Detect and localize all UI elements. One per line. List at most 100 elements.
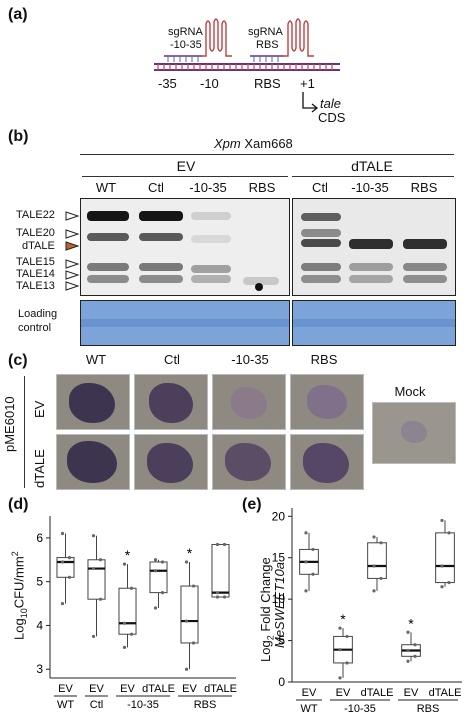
- cds-label: CDS: [318, 110, 346, 125]
- data-point: [440, 585, 444, 589]
- sgrna1-label: sgRNA: [168, 26, 203, 38]
- col-rbs: RBS: [310, 352, 338, 367]
- lesion: [147, 443, 193, 483]
- col-ctl: Ctl: [164, 352, 180, 367]
- x-category-label: EV: [182, 683, 197, 695]
- sgrna1-target: -10-35: [170, 39, 202, 51]
- x-category-label: EV: [336, 687, 351, 699]
- lesion: [69, 383, 115, 423]
- tale15-label: TALE15: [16, 256, 55, 268]
- data-point: [304, 560, 308, 564]
- data-point: [338, 676, 342, 680]
- x-category-label: EV: [58, 683, 73, 695]
- ev-divider: [82, 176, 288, 177]
- x-category-label: EV: [120, 683, 135, 695]
- leaf-ev-ctl: [134, 374, 208, 430]
- row-ev-label: EV: [32, 400, 47, 418]
- leaf-ev-1035: [212, 374, 286, 430]
- data-point: [215, 595, 220, 599]
- pos-minus10: -10: [200, 76, 219, 91]
- data-point: [122, 562, 127, 566]
- col-wt: WT: [85, 352, 107, 367]
- loading-control-line1: Loading: [18, 308, 58, 320]
- col-1035: -10-35: [231, 352, 269, 367]
- leaf-dtale-ctl: [134, 434, 208, 490]
- box: [367, 542, 387, 579]
- data-point: [129, 632, 134, 636]
- data-point: [406, 630, 410, 634]
- x-category-label: EV: [302, 687, 317, 699]
- y-tick-label: 5: [278, 634, 285, 648]
- strain-species: Xpm: [214, 136, 241, 151]
- panel-d-label: (d): [8, 496, 29, 513]
- data-point: [304, 589, 308, 593]
- group-ev-label: EV: [176, 158, 196, 174]
- dtale-divider: [292, 176, 454, 177]
- data-point: [345, 661, 349, 665]
- leaf-dtale-1035: [212, 434, 286, 490]
- band: [255, 283, 263, 291]
- significance-star: *: [408, 615, 414, 631]
- band: [301, 263, 341, 271]
- significance-star: *: [125, 547, 131, 563]
- pos-plus1: +1: [300, 76, 315, 91]
- strain-name: Xam668: [244, 136, 293, 151]
- mock-label: Mock: [394, 384, 426, 399]
- western-blot-ev: [80, 198, 290, 296]
- band: [191, 265, 231, 273]
- tale22-label: TALE22: [16, 209, 55, 221]
- data-point: [372, 589, 376, 593]
- dtale-label: dTALE: [22, 240, 55, 252]
- data-point: [440, 518, 444, 523]
- panel-c-label: (c): [8, 352, 28, 369]
- lane-ev-rbs: RBS: [248, 180, 276, 195]
- y-tick-label: 0: [278, 675, 285, 689]
- data-point: [345, 634, 349, 639]
- band: [349, 239, 393, 249]
- data-point: [184, 667, 189, 671]
- data-point: [160, 591, 165, 595]
- data-point: [304, 531, 308, 535]
- chart-d-svg: 6 5 4 3 EV EV * EV dTALE * EV dTALE WT Ctl -10-35 RBS: [36, 516, 237, 711]
- lane-ev-1035: -10-35: [189, 180, 227, 195]
- data-point: [406, 648, 410, 653]
- chart-e-svg: 20 15 10 5 0 EV * EV dTALE * EV dTALE WT -10-35 RBS: [272, 508, 462, 715]
- data-point: [440, 564, 444, 568]
- data-point: [122, 621, 127, 625]
- data-point: [67, 555, 72, 560]
- tss-arrow-icon: [302, 92, 319, 113]
- significance-star: *: [340, 611, 346, 627]
- band: [403, 275, 447, 283]
- tale14-label: TALE14: [16, 268, 55, 280]
- data-point: [160, 560, 165, 564]
- lesion: [401, 421, 427, 443]
- x-category-label: EV: [89, 683, 104, 695]
- band: [139, 211, 183, 221]
- row-dtale-label: dTALE: [32, 449, 47, 488]
- lesion: [231, 387, 267, 419]
- y-tick-label: 4: [36, 618, 43, 632]
- data-point: [153, 558, 158, 562]
- box: [180, 585, 199, 644]
- band: [87, 233, 129, 241]
- box: [87, 559, 106, 600]
- x-category-label: dTALE: [429, 687, 462, 699]
- group-label: Ctl: [90, 699, 103, 711]
- band: [349, 263, 393, 271]
- tale20-label: TALE20: [16, 227, 55, 239]
- sgrna2-target: RBS: [256, 39, 279, 51]
- data-point: [413, 654, 417, 658]
- data-point: [98, 558, 103, 562]
- data-point: [184, 560, 189, 564]
- band: [191, 235, 231, 243]
- x-category-label: dTALE: [204, 683, 237, 695]
- box: [118, 587, 137, 635]
- y-tick-label: 10: [272, 592, 286, 606]
- data-point: [222, 542, 227, 547]
- plasmid-label: pME6010: [2, 396, 17, 452]
- band-marker-arrows: [65, 211, 80, 291]
- band: [191, 212, 231, 220]
- leaf-mock: [372, 402, 456, 464]
- group-label: WT: [57, 699, 74, 711]
- group-label: -10-35: [127, 699, 159, 711]
